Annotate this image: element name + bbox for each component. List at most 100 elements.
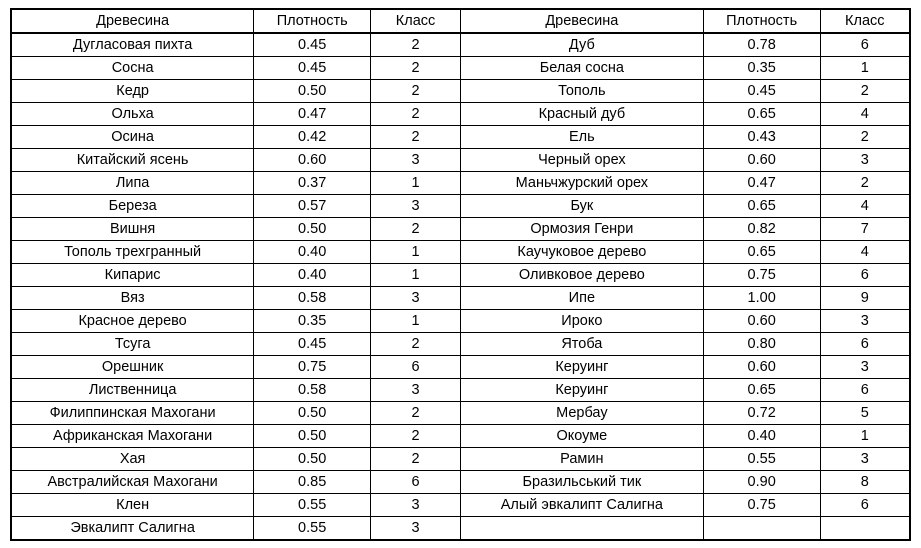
cell-density-left: 0.55 [254, 494, 371, 517]
cell-density-right: 1.00 [703, 287, 820, 310]
cell-density-right: 0.43 [703, 126, 820, 149]
cell-class-right: 6 [820, 379, 910, 402]
cell-wood-left: Тсуга [11, 333, 254, 356]
cell-class-right: 2 [820, 172, 910, 195]
table-row: Орешник0.756Керуинг0.603 [11, 356, 910, 379]
cell-density-left: 0.35 [254, 310, 371, 333]
cell-density-left: 0.58 [254, 287, 371, 310]
cell-class-right [820, 517, 910, 541]
cell-wood-right: Бук [460, 195, 703, 218]
cell-class-right: 6 [820, 333, 910, 356]
cell-wood-left: Береза [11, 195, 254, 218]
cell-wood-right: Ипе [460, 287, 703, 310]
cell-density-right: 0.80 [703, 333, 820, 356]
table-row: Береза0.573Бук0.654 [11, 195, 910, 218]
cell-wood-right [460, 517, 703, 541]
cell-density-left: 0.85 [254, 471, 371, 494]
cell-density-left: 0.47 [254, 103, 371, 126]
cell-class-right: 2 [820, 126, 910, 149]
cell-wood-left: Китайский ясень [11, 149, 254, 172]
col-header-class-right: Класс [820, 9, 910, 33]
table-body: Дугласовая пихта0.452Дуб0.786Сосна0.452Б… [11, 33, 910, 540]
cell-density-right: 0.65 [703, 195, 820, 218]
cell-wood-left: Кипарис [11, 264, 254, 287]
cell-wood-right: Мербау [460, 402, 703, 425]
cell-density-right: 0.40 [703, 425, 820, 448]
cell-class-left: 3 [371, 149, 461, 172]
table-row: Филиппинская Махогани0.502Мербау0.725 [11, 402, 910, 425]
cell-class-left: 3 [371, 287, 461, 310]
cell-density-left: 0.45 [254, 333, 371, 356]
cell-wood-left: Клен [11, 494, 254, 517]
table-row: Липа0.371Маньчжурский орех0.472 [11, 172, 910, 195]
cell-wood-right: Ироко [460, 310, 703, 333]
cell-wood-right: Маньчжурский орех [460, 172, 703, 195]
cell-density-right: 0.55 [703, 448, 820, 471]
cell-class-left: 6 [371, 471, 461, 494]
cell-wood-left: Филиппинская Махогани [11, 402, 254, 425]
cell-density-right: 0.35 [703, 57, 820, 80]
cell-class-left: 2 [371, 425, 461, 448]
cell-wood-right: Окоуме [460, 425, 703, 448]
cell-class-right: 4 [820, 241, 910, 264]
cell-density-left: 0.50 [254, 425, 371, 448]
cell-wood-left: Вяз [11, 287, 254, 310]
cell-class-right: 3 [820, 310, 910, 333]
cell-class-right: 2 [820, 80, 910, 103]
cell-class-left: 2 [371, 80, 461, 103]
col-header-wood-right: Древесина [460, 9, 703, 33]
cell-density-left: 0.50 [254, 80, 371, 103]
cell-density-right: 0.60 [703, 356, 820, 379]
cell-class-left: 6 [371, 356, 461, 379]
cell-wood-right: Красный дуб [460, 103, 703, 126]
table-row: Африканская Махогани0.502Окоуме0.401 [11, 425, 910, 448]
cell-wood-right: Ормозия Генри [460, 218, 703, 241]
cell-density-left: 0.45 [254, 57, 371, 80]
cell-density-right: 0.60 [703, 310, 820, 333]
table-row: Дугласовая пихта0.452Дуб0.786 [11, 33, 910, 57]
cell-class-left: 3 [371, 379, 461, 402]
cell-class-left: 2 [371, 103, 461, 126]
cell-class-left: 2 [371, 126, 461, 149]
page: Древесина Плотность Класс Древесина Плот… [0, 0, 921, 548]
cell-wood-right: Керуинг [460, 356, 703, 379]
cell-class-left: 3 [371, 517, 461, 541]
table-row: Эвкалипт Салигна0.553 [11, 517, 910, 541]
cell-class-left: 2 [371, 218, 461, 241]
cell-wood-left: Ольха [11, 103, 254, 126]
cell-class-left: 1 [371, 172, 461, 195]
cell-class-right: 9 [820, 287, 910, 310]
cell-wood-left: Австралийская Махогани [11, 471, 254, 494]
cell-wood-right: Тополь [460, 80, 703, 103]
cell-wood-right: Алый эвкалипт Салигна [460, 494, 703, 517]
table-row: Клен0.553Алый эвкалипт Салигна0.756 [11, 494, 910, 517]
cell-class-right: 1 [820, 57, 910, 80]
cell-class-right: 4 [820, 103, 910, 126]
cell-wood-right: Дуб [460, 33, 703, 57]
cell-wood-left: Кедр [11, 80, 254, 103]
table-header: Древесина Плотность Класс Древесина Плот… [11, 9, 910, 33]
table-row: Тсуга0.452Ятоба0.806 [11, 333, 910, 356]
cell-wood-left: Сосна [11, 57, 254, 80]
table-row: Кедр0.502Тополь0.452 [11, 80, 910, 103]
cell-class-right: 3 [820, 448, 910, 471]
cell-density-right: 0.72 [703, 402, 820, 425]
cell-class-left: 2 [371, 57, 461, 80]
cell-density-right: 0.45 [703, 80, 820, 103]
cell-density-right: 0.75 [703, 494, 820, 517]
table-row: Осина0.422Ель0.432 [11, 126, 910, 149]
table-row: Тополь трехгранный0.401Каучуковое дерево… [11, 241, 910, 264]
table-row: Австралийская Махогани0.856Бразильський … [11, 471, 910, 494]
cell-class-left: 1 [371, 310, 461, 333]
cell-density-right: 0.90 [703, 471, 820, 494]
cell-density-right: 0.47 [703, 172, 820, 195]
cell-class-right: 3 [820, 356, 910, 379]
cell-density-left: 0.45 [254, 33, 371, 57]
cell-class-right: 3 [820, 149, 910, 172]
cell-wood-left: Эвкалипт Салигна [11, 517, 254, 541]
cell-wood-right: Белая сосна [460, 57, 703, 80]
table-row: Вишня0.502Ормозия Генри0.827 [11, 218, 910, 241]
cell-density-left: 0.50 [254, 218, 371, 241]
col-header-density-right: Плотность [703, 9, 820, 33]
cell-wood-left: Тополь трехгранный [11, 241, 254, 264]
